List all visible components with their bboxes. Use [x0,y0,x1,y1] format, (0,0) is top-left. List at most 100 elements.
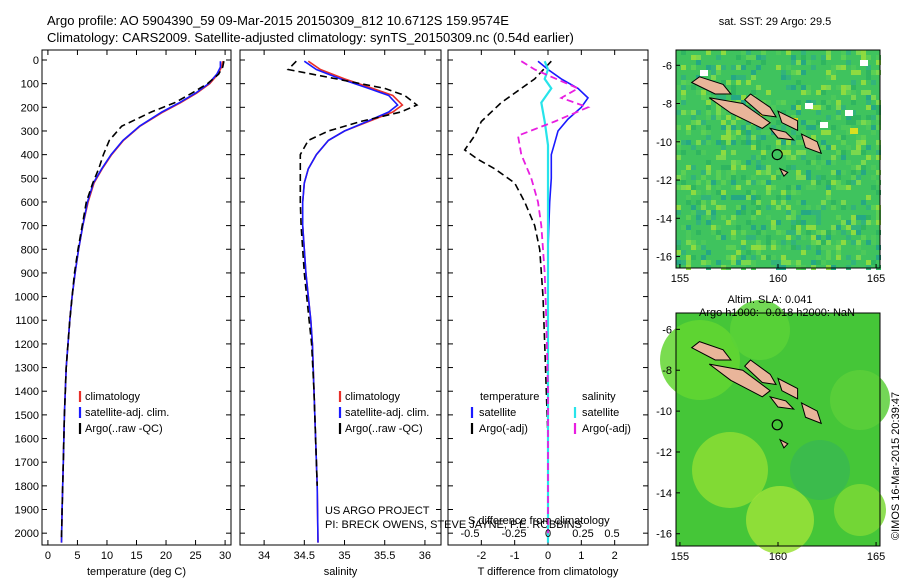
sst-cell [786,245,791,250]
sst-cell [781,190,786,195]
sst-cell [821,260,826,265]
sst-cell [831,125,836,130]
map-lat-label: -10 [656,406,672,418]
sst-cell [876,120,881,125]
sst-cell [676,140,681,145]
y-tick-label: 500 [21,173,39,185]
sst-cell [756,55,761,60]
sst-cell [801,175,806,180]
sst-cell [781,240,786,245]
sst-cell [851,215,856,220]
sst-cell [826,50,831,55]
island [690,341,732,361]
annotation-pi: PI: BRECK OWENS, STEVE JAYNE, P.E. ROBBI… [325,519,582,531]
sst-cell [706,160,711,165]
map-lat-label: -16 [656,252,672,264]
sst-cell [766,190,771,195]
sst-cell [821,140,826,145]
sst-cell [771,105,776,110]
map-lat-label: -14 [656,488,672,500]
sst-cell [716,95,721,100]
sst-cell [691,55,696,60]
sst-cell [796,150,801,155]
sst-cell [721,205,726,210]
y-tick-label: 700 [21,221,39,233]
sst-cell [826,190,831,195]
sst-cell [716,190,721,195]
sst-cell [686,230,691,235]
sst-cell [706,190,711,195]
sst-cell [731,95,736,100]
sst-cell [816,90,821,95]
sst-cell [761,225,766,230]
sst-cell [706,185,711,190]
sst-cell [876,115,881,120]
y-tick-label: 300 [21,126,39,138]
sst-cell [716,230,721,235]
sst-cell [805,103,813,109]
map-lon-label: 165 [867,551,885,563]
sst-cell [851,180,856,185]
sst-cell [791,185,796,190]
sst-cell [711,180,716,185]
sst-cell [851,205,856,210]
sst-cell [866,215,871,220]
sst-cell [836,110,841,115]
sst-cell [841,55,846,60]
sst-cell [811,260,816,265]
sst-cell [726,140,731,145]
sst-cell [856,255,861,260]
sst-cell [746,60,751,65]
legend-entry: Argo(..raw -QC) [85,423,163,435]
sst-cell [766,115,771,120]
map-lat-label: -12 [656,175,672,187]
sst-cell [716,70,721,75]
sst-cell [761,135,766,140]
sst-cell [726,255,731,260]
sst-cell [766,235,771,240]
sst-cell [741,75,746,80]
sst-cell [816,175,821,180]
island [743,359,777,386]
sst-cell [801,235,806,240]
sst-cell [711,215,716,220]
sst-cell [866,115,871,120]
sst-cell [801,130,806,135]
sst-cell [751,210,756,215]
island [778,438,789,449]
y-tick-label: 1300 [15,363,39,375]
sst-cell [761,55,766,60]
sst-cell [796,185,801,190]
sst-cell [796,80,801,85]
sst-cell [826,195,831,200]
sst-cell [721,180,726,185]
sst-cell [756,125,761,130]
sst-cell [676,240,681,245]
sst-cell [786,65,791,70]
sst-cell [871,70,876,75]
sst-cell [741,175,746,180]
sst-cell [771,175,776,180]
sst-cell [716,185,721,190]
sst-cell [821,230,826,235]
sst-cell [721,140,726,145]
y-tick-label: 1000 [15,292,39,304]
sst-cell [686,215,691,220]
sst-cell [866,120,871,125]
map-lat-label: -8 [662,365,672,377]
sst-cell [816,240,821,245]
sst-cell [856,180,861,185]
sst-cell [691,190,696,195]
series-line-argo-raw-qc- [60,61,225,538]
sst-cell [861,140,866,145]
sst-cell [781,230,786,235]
sst-cell [731,255,736,260]
sst-cell [871,185,876,190]
header-line-2: Climatology: CARS2009. Satellite-adjuste… [47,30,574,45]
sst-cell [816,245,821,250]
sst-cell [786,205,791,210]
sst-cell [796,260,801,265]
sst-cell [681,170,686,175]
sst-cell [676,210,681,215]
sst-cell [696,90,701,95]
